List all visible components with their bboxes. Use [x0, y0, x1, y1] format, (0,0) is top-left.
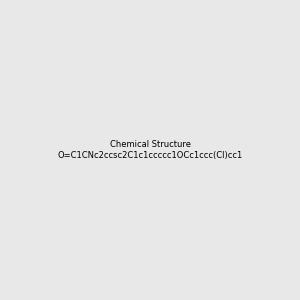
Text: Chemical Structure
O=C1CNc2ccsc2C1c1ccccc1OCc1ccc(Cl)cc1: Chemical Structure O=C1CNc2ccsc2C1c1cccc…	[57, 140, 243, 160]
